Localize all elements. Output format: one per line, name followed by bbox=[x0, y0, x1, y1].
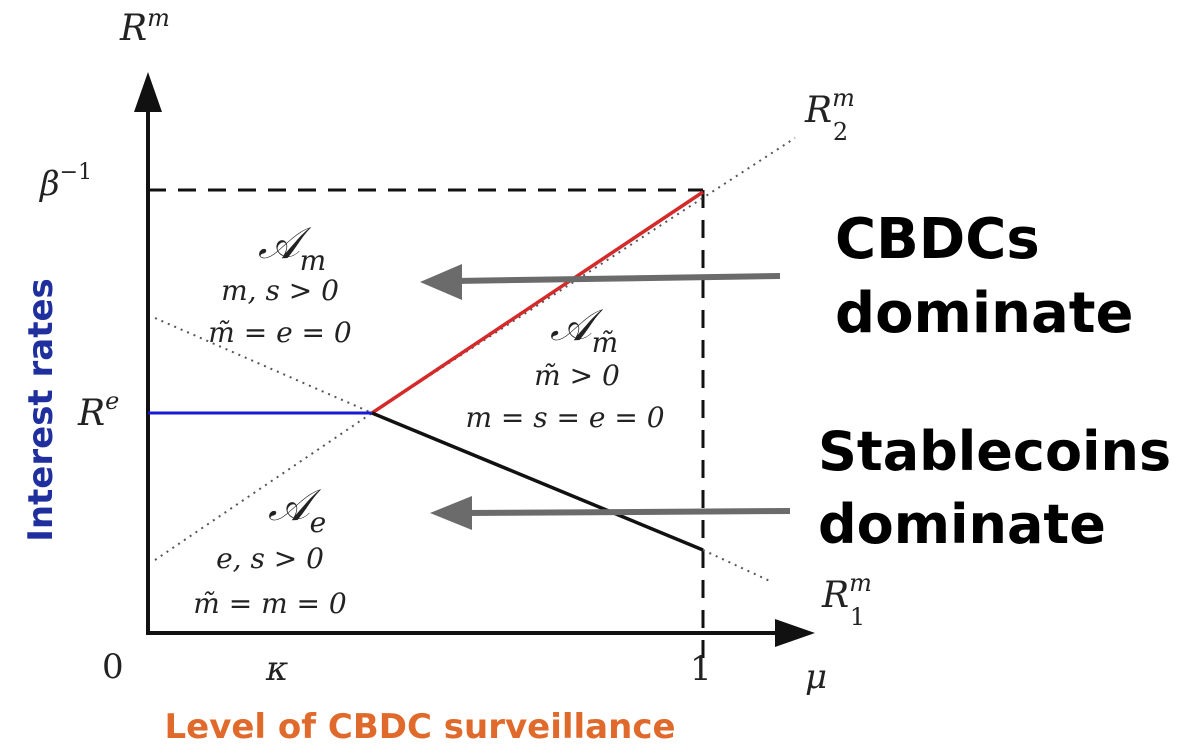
region-amt-title: 𝒜m̃ bbox=[550, 300, 618, 359]
stablecoin-arrow bbox=[430, 496, 791, 530]
region-ae-condition-1: e, s > 0 bbox=[216, 542, 324, 575]
cbdc-annotation-line1: CBDCs bbox=[835, 207, 1040, 272]
region-ae: 𝒜e e, s > 0 m̃ = m = 0 bbox=[193, 480, 346, 620]
cbdc-annotation-line2: dominate bbox=[835, 281, 1134, 346]
re-tick-label: Re bbox=[77, 387, 119, 434]
r1-dotted-line bbox=[154, 317, 373, 414]
region-am: 𝒜m m, s > 0 m̃ = e = 0 bbox=[208, 218, 351, 349]
region-am-condition-2: m̃ = e = 0 bbox=[208, 316, 351, 349]
region-ae-title: 𝒜e bbox=[268, 480, 326, 539]
r1-line-label: Rm 1 bbox=[821, 569, 872, 631]
x-axis-title: Level of CBDC surveillance bbox=[164, 707, 675, 747]
stablecoin-annotation-line2: dominate bbox=[818, 493, 1106, 556]
region-amt-condition-1: m̃ > 0 bbox=[534, 359, 620, 392]
red-segment bbox=[371, 190, 704, 415]
one-tick-label: 1 bbox=[690, 649, 712, 689]
kappa-tick-label: κ bbox=[265, 649, 288, 689]
r2-dotted-lower bbox=[154, 412, 373, 561]
stablecoin-annotation-line1: Stablecoins bbox=[818, 420, 1171, 483]
region-amt: 𝒜m̃ m̃ > 0 m = s = e = 0 bbox=[465, 300, 664, 434]
beta-tick-label: β−1 bbox=[38, 160, 92, 204]
origin-label: 0 bbox=[102, 647, 124, 687]
x-axis-arrowhead bbox=[775, 619, 815, 647]
y-axis-title: Interest rates bbox=[21, 278, 61, 542]
cbdc-arrow bbox=[420, 264, 781, 300]
y-axis-arrowhead bbox=[134, 72, 162, 112]
region-am-title: 𝒜m bbox=[258, 218, 326, 277]
region-am-condition-1: m, s > 0 bbox=[221, 274, 339, 307]
r2-line-label: Rm 2 bbox=[804, 84, 855, 146]
r1-dotted-lower bbox=[702, 549, 773, 583]
black-segment bbox=[371, 411, 704, 552]
region-amt-condition-2: m = s = e = 0 bbox=[465, 401, 664, 434]
y-axis-variable: Rm bbox=[119, 4, 170, 49]
region-ae-condition-2: m̃ = m = 0 bbox=[193, 587, 346, 620]
x-axis-variable: μ bbox=[805, 657, 827, 697]
